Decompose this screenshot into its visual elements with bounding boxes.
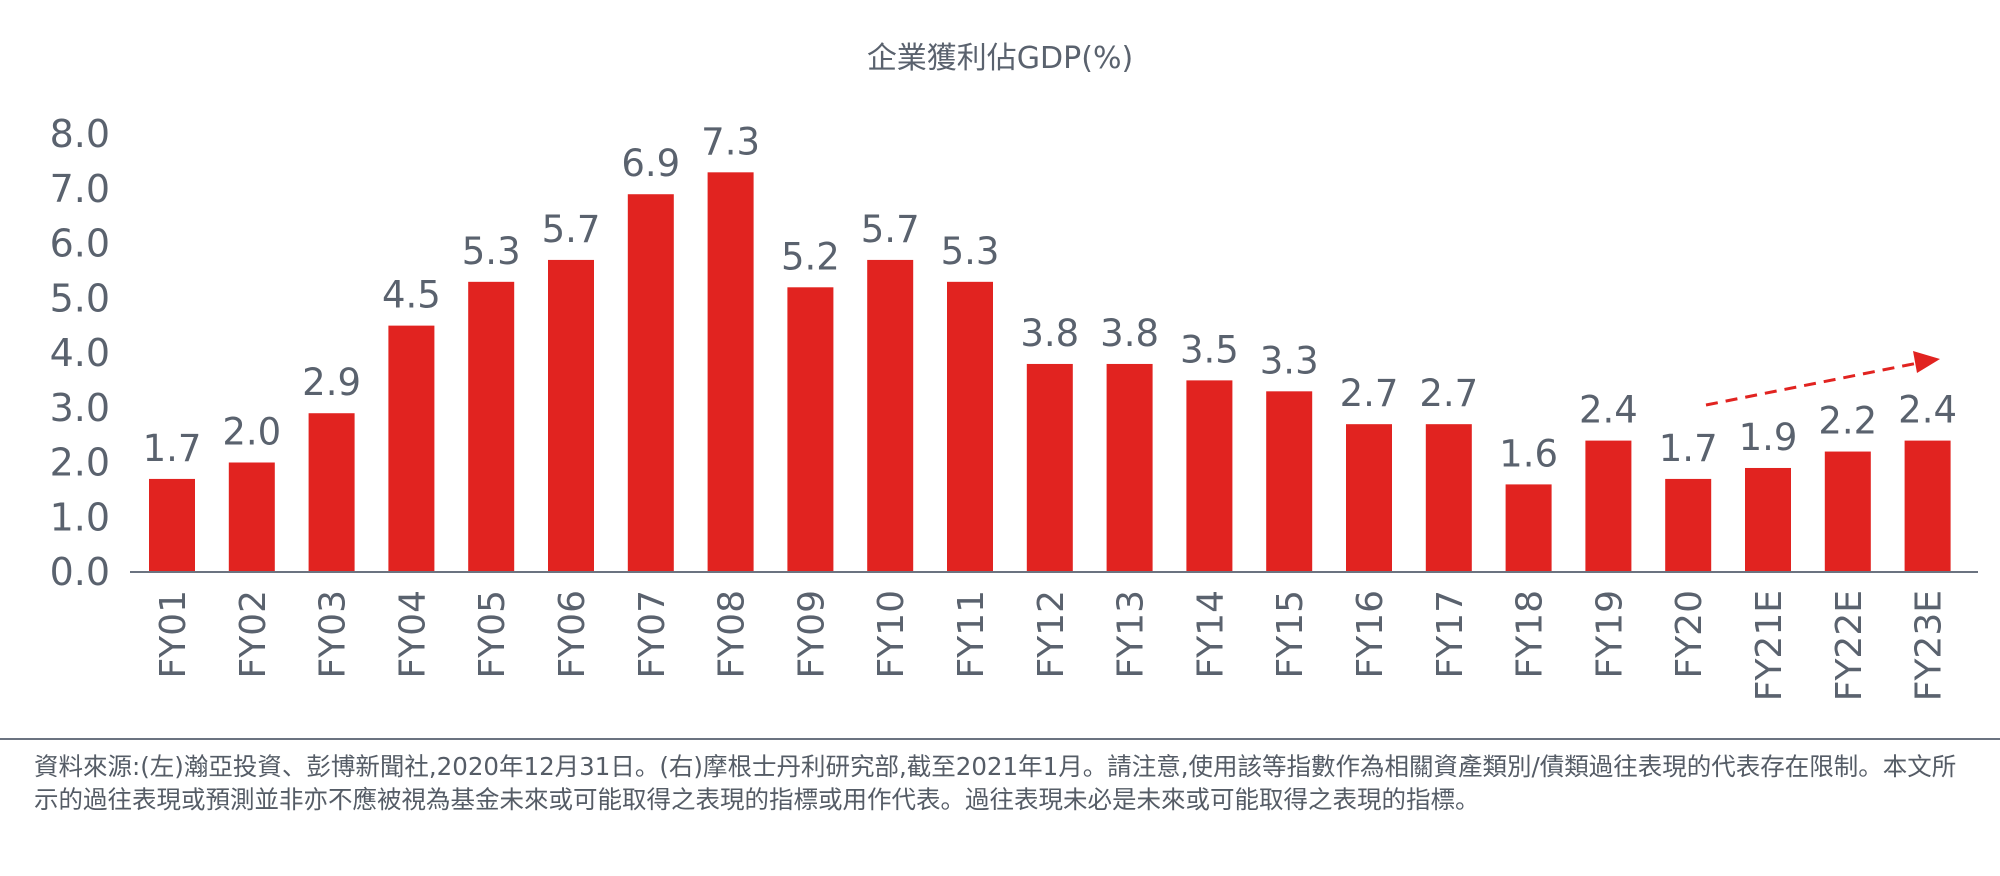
- bar-fy07: [627, 194, 674, 572]
- x-tick-label: FY17: [1430, 590, 1471, 679]
- trend-arrow-line: [1705, 361, 1919, 407]
- bar-fy22e: [1824, 451, 1871, 572]
- x-tick-label: FY14: [1190, 590, 1231, 679]
- data-label: 2.4: [1898, 389, 1957, 432]
- y-tick-label: 0.0: [50, 550, 110, 594]
- x-tick-label: FY12: [1031, 590, 1072, 679]
- chart-title: 企業獲利佔GDP(%): [867, 41, 1133, 76]
- x-axis-ticks: FY01 FY02 FY03 FY04 FY05 FY06 FY07 FY08 FY09 FY10…: [153, 590, 1950, 701]
- data-label: 5.3: [941, 230, 1000, 273]
- x-tick-label: FY09: [791, 590, 832, 679]
- bar-fy06: [548, 259, 594, 572]
- x-tick-label: FY05: [472, 590, 513, 679]
- y-tick-label: 4.0: [50, 331, 110, 375]
- bars: [149, 172, 1951, 572]
- data-label: 1.7: [143, 427, 202, 470]
- trend-arrow: [1705, 351, 1940, 407]
- y-tick-label: 2.0: [50, 441, 110, 485]
- bar-fy10: [867, 259, 914, 572]
- bar-fy09: [787, 287, 834, 572]
- x-tick-label: FY07: [632, 590, 673, 679]
- bar-fy23e: [1904, 440, 1951, 572]
- y-tick-label: 6.0: [50, 222, 110, 266]
- footnote-divider: [0, 738, 2000, 740]
- data-label: 5.7: [861, 208, 920, 251]
- x-tick-label: FY01: [153, 590, 194, 679]
- bar-fy03: [308, 413, 355, 572]
- x-tick-label: FY03: [313, 590, 354, 679]
- x-tick-label: FY06: [552, 590, 593, 679]
- x-tick-label: FY20: [1669, 590, 1710, 679]
- bar-fy13: [1106, 363, 1153, 572]
- bar-fy18: [1505, 484, 1552, 572]
- data-label: 2.7: [1340, 372, 1399, 415]
- data-label: 3.3: [1260, 339, 1319, 382]
- data-label: 1.9: [1739, 416, 1798, 459]
- x-tick-label: FY15: [1270, 590, 1311, 679]
- bar-fy19: [1585, 440, 1632, 572]
- data-labels: 1.7 2.0 2.9 4.5 5.3 5.7 6.9 7.3 5.2 5.7 5.3 3.8 3.8 3…: [143, 120, 1957, 475]
- bar-fy20: [1665, 478, 1712, 572]
- x-tick-label: FY21E: [1749, 590, 1790, 701]
- y-axis-ticks: 0.0 1.0 2.0 3.0 4.0 5.0 6.0 7.0 8.0: [50, 112, 110, 594]
- x-tick-label: FY08: [712, 590, 753, 679]
- x-tick-label: FY18: [1510, 590, 1551, 679]
- data-label: 2.0: [222, 411, 281, 454]
- bar-fy08: [707, 172, 754, 572]
- x-tick-label: FY11: [951, 590, 992, 679]
- x-tick-label: FY04: [392, 590, 433, 679]
- data-label: 2.4: [1579, 389, 1638, 432]
- y-tick-label: 1.0: [50, 495, 110, 539]
- data-label: 3.5: [1180, 328, 1239, 371]
- x-tick-label: FY23E: [1909, 590, 1950, 701]
- data-label: 5.2: [781, 235, 840, 278]
- y-tick-label: 3.0: [50, 386, 110, 430]
- source-footnote: 資料來源:(左)瀚亞投資、彭博新聞社,2020年12月31日。(右)摩根士丹利研…: [34, 752, 1957, 814]
- data-label: 1.7: [1659, 427, 1718, 470]
- y-tick-label: 5.0: [50, 276, 110, 320]
- bar-fy04: [388, 325, 435, 572]
- bar-fy17: [1425, 424, 1472, 572]
- data-label: 1.6: [1499, 432, 1558, 475]
- y-tick-label: 8.0: [50, 112, 110, 156]
- data-label: 5.7: [542, 208, 601, 251]
- bar-fy12: [1026, 363, 1073, 572]
- x-tick-label: FY02: [233, 590, 274, 679]
- data-label: 4.5: [382, 274, 441, 317]
- bar-fy01: [149, 478, 195, 572]
- bar-fy15: [1266, 391, 1313, 572]
- data-label: 7.3: [701, 120, 760, 163]
- bar-fy11: [947, 281, 993, 572]
- bar-fy14: [1186, 380, 1233, 572]
- x-tick-label: FY22E: [1829, 590, 1870, 701]
- data-label: 2.2: [1818, 400, 1877, 443]
- bar-fy05: [468, 281, 515, 572]
- data-label: 3.8: [1100, 312, 1159, 355]
- x-tick-label: FY19: [1589, 590, 1630, 679]
- data-label: 5.3: [462, 230, 521, 273]
- data-label: 2.7: [1419, 372, 1478, 415]
- x-tick-label: FY13: [1111, 590, 1152, 679]
- data-label: 2.9: [302, 361, 361, 404]
- bar-fy16: [1346, 424, 1392, 572]
- bar-fy02: [228, 462, 275, 572]
- bar-fy21e: [1745, 467, 1791, 572]
- trend-arrow-head: [1913, 351, 1940, 373]
- y-tick-label: 7.0: [50, 167, 110, 211]
- data-label: 3.8: [1020, 312, 1079, 355]
- bar-chart: 企業獲利佔GDP(%) 0.01.02.03.04.05.06.07.08.0 …: [50, 41, 1978, 701]
- x-tick-label: FY16: [1350, 590, 1391, 679]
- x-tick-label: FY10: [871, 590, 912, 679]
- data-label: 6.9: [621, 142, 680, 185]
